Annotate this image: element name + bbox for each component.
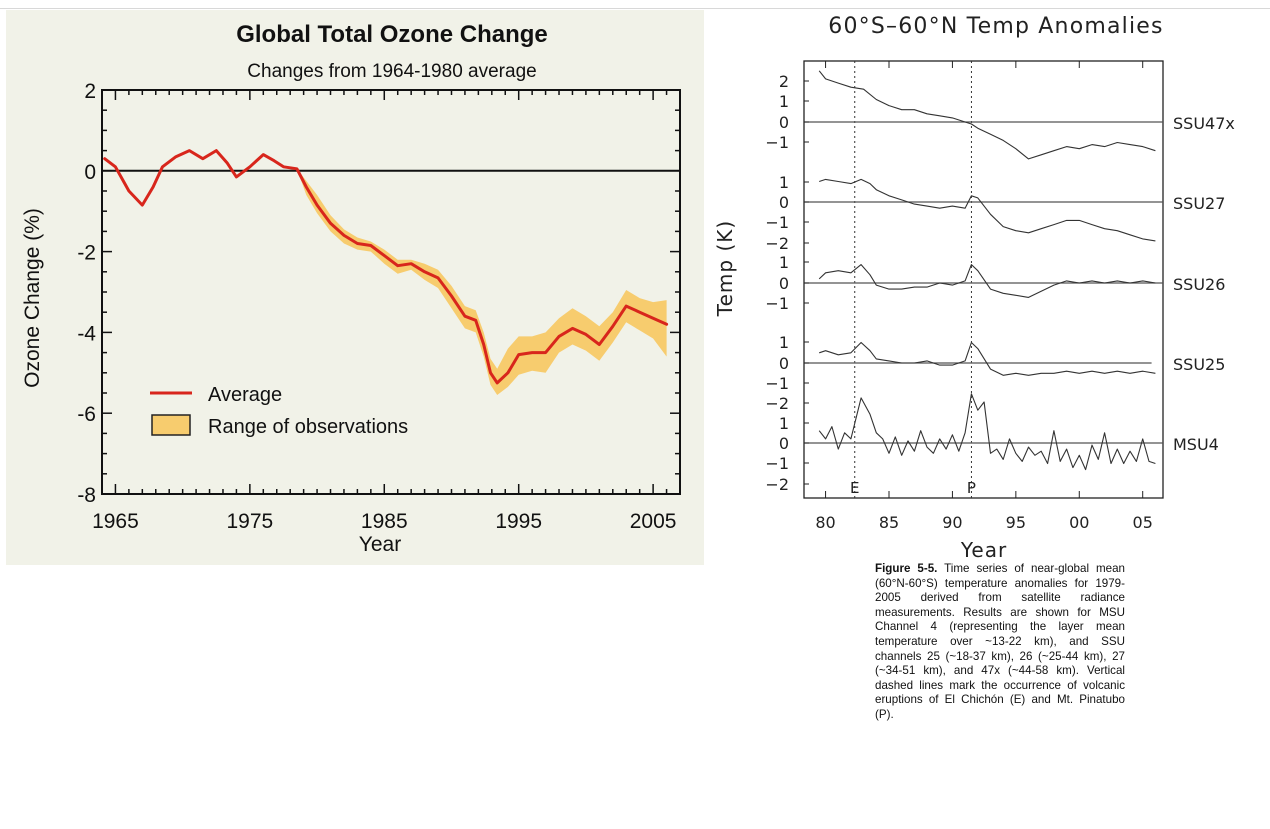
temp-series-line [818, 70, 1156, 160]
temp-chart-title: 60°S–60°N Temp Anomalies [828, 14, 1163, 39]
ozone-chart-panel: Global Total Ozone Change Changes from 1… [6, 10, 704, 565]
ozone-y-tick-label: -6 [77, 403, 96, 426]
temp-y-tick-label: −1 [765, 133, 789, 152]
volcano-marker-label: P [967, 479, 976, 497]
temp-y-tick-label: −2 [765, 234, 789, 253]
ozone-x-tick-label: 1995 [495, 510, 542, 533]
temp-y-tick-label: −1 [765, 374, 789, 393]
temp-series-label: SSU26 [1173, 275, 1225, 294]
temp-x-axis-label: Year [960, 538, 1007, 562]
temp-series-line [818, 393, 1156, 471]
top-divider [0, 8, 1270, 9]
temp-y-tick-label: −1 [765, 213, 789, 232]
ozone-x-tick-label: 1965 [92, 510, 139, 533]
ozone-plot-area: 1965 1975 1985 1995 2005 2 0 -2 -4 -6 -8 [77, 80, 681, 533]
ozone-x-axis-label: Year [359, 533, 401, 556]
ozone-chart: Global Total Ozone Change Changes from 1… [21, 21, 681, 556]
temp-y-tick-label: 0 [779, 113, 789, 132]
temp-series-label: SSU27 [1173, 194, 1225, 213]
figure-caption: Figure 5-5. Time series of near-global m… [875, 562, 1125, 723]
temp-x-tick-label: 85 [879, 513, 899, 532]
ozone-legend: Average Range of observations [150, 384, 408, 438]
ozone-x-tick-label: 1975 [227, 510, 274, 533]
ozone-y-axis-label: Ozone Change (%) [21, 208, 44, 388]
temp-y-tick-label: −2 [765, 475, 789, 494]
temp-y-tick-label: 1 [779, 414, 789, 433]
legend-range-label: Range of observations [208, 416, 408, 438]
ozone-y-tick-label: 0 [84, 161, 96, 184]
temp-y-tick-label: −1 [765, 454, 789, 473]
temp-y-tick-label: −2 [765, 394, 789, 413]
temp-series-label: MSU4 [1173, 435, 1219, 454]
ozone-x-tick-label: 2005 [630, 510, 677, 533]
ozone-y-tick-label: -4 [77, 322, 96, 345]
volcano-marker-label: E [850, 479, 859, 497]
ozone-range-band [296, 168, 667, 395]
temp-y-tick-label: 1 [779, 92, 789, 111]
temp-y-tick-label: 0 [779, 354, 789, 373]
legend-range-swatch [151, 414, 191, 436]
legend-average-label: Average [208, 384, 282, 406]
temp-y-tick-label: −1 [765, 294, 789, 313]
temp-y-tick-label: 1 [779, 253, 789, 272]
ozone-chart-title: Global Total Ozone Change [236, 21, 548, 48]
temp-y-tick-label: 0 [779, 434, 789, 453]
temp-x-tick-label: 05 [1133, 513, 1153, 532]
temp-x-tick-label: 95 [1006, 513, 1026, 532]
temp-x-tick-label: 90 [942, 513, 962, 532]
temp-series-line [819, 341, 1156, 376]
temperature-chart: 60°S–60°N Temp Anomalies E P SSU47x SSU27 SS… [713, 14, 1235, 562]
temp-y-tick-label: 0 [779, 193, 789, 212]
ozone-x-tick-label: 1985 [361, 510, 408, 533]
ozone-chart-subtitle: Changes from 1964-1980 average [247, 61, 536, 82]
figure-caption-text: Time series of near-global mean (60°N-60… [875, 562, 1125, 721]
temp-y-tick-label: 2 [779, 72, 789, 91]
temp-series-label: SSU47x [1173, 114, 1235, 133]
temp-x-tick-label: 00 [1069, 513, 1089, 532]
temp-x-tick-label: 80 [815, 513, 835, 532]
temp-y-tick-label: 1 [779, 333, 789, 352]
temp-series-line [818, 264, 1156, 298]
figure-caption-label: Figure 5-5. [875, 562, 938, 575]
temp-y-tick-label: 0 [779, 274, 789, 293]
ozone-average-line [103, 149, 669, 385]
ozone-y-tick-label: 2 [84, 80, 96, 103]
temp-plot-frame [803, 60, 1164, 499]
temp-y-axis-label: Temp (K) [713, 220, 737, 317]
temperature-plot-area: E PSSU47xSSU27SSU26SSU25MSU4210−110−1−210… [765, 60, 1235, 532]
temp-y-tick-label: 1 [779, 173, 789, 192]
ozone-y-tick-label: -2 [77, 242, 96, 265]
temp-series-label: SSU25 [1173, 355, 1225, 374]
temp-series-line [819, 178, 1156, 242]
ozone-y-tick-label: -8 [77, 484, 96, 507]
